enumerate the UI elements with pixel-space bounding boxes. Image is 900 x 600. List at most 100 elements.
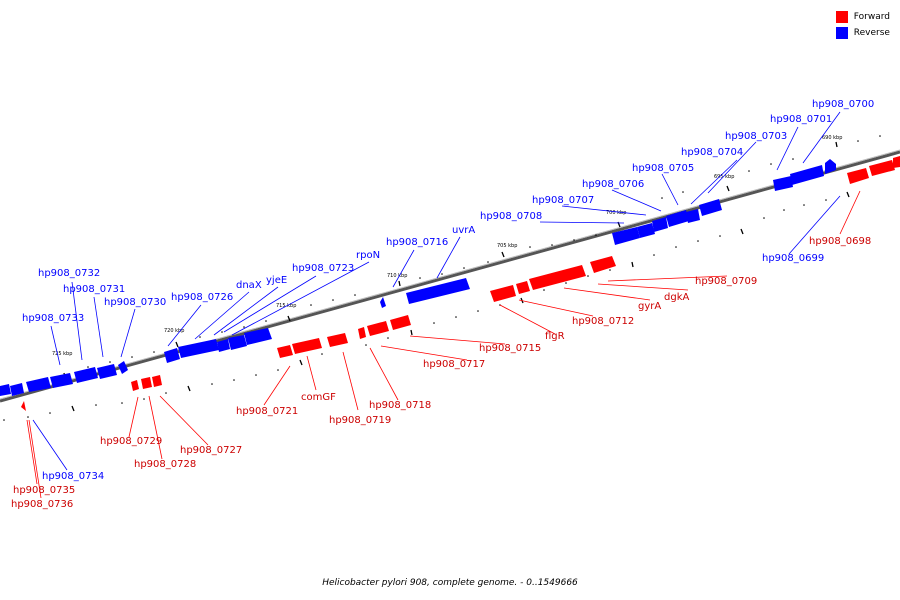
- legend-reverse[interactable]: Reverse: [835, 25, 890, 41]
- forward-leader-lines: [26, 190, 861, 499]
- gene-feature-forward[interactable]: [847, 168, 869, 184]
- gene-feature-forward[interactable]: [152, 375, 162, 387]
- gene-label-forward[interactable]: hp908_0712: [572, 316, 634, 327]
- gene-label-reverse[interactable]: hp908_0732: [38, 268, 100, 279]
- reverse-features: [0, 159, 836, 396]
- gene-label-reverse[interactable]: hp908_0704: [681, 147, 743, 158]
- gene-label-reverse[interactable]: hp908_0731: [63, 284, 125, 295]
- genome-axis-highlight: [0, 149, 900, 400]
- gene-feature-forward[interactable]: [490, 285, 516, 302]
- gene-feature-reverse[interactable]: [790, 165, 824, 185]
- legend-forward[interactable]: Forward: [835, 9, 890, 25]
- gene-feature-forward[interactable]: [516, 281, 530, 294]
- gene-label-forward[interactable]: hp908_0735: [13, 485, 75, 496]
- gene-feature-forward[interactable]: [327, 333, 348, 347]
- gene-label-reverse[interactable]: hp908_0705: [632, 163, 694, 174]
- gene-label-reverse[interactable]: hp908_0703: [725, 131, 787, 142]
- gene-label-forward[interactable]: hp908_0719: [329, 415, 391, 426]
- major-tick: [410, 329, 413, 336]
- gene-feature-reverse[interactable]: [50, 373, 73, 388]
- gene-label-reverse[interactable]: hp908_0699: [762, 253, 824, 264]
- gene-label-forward[interactable]: hp908_0717: [423, 359, 485, 370]
- gene-feature-forward[interactable]: [141, 377, 152, 389]
- gene-label-reverse[interactable]: uvrA: [452, 225, 475, 236]
- gene-feature-forward[interactable]: [292, 338, 322, 354]
- gene-label-forward[interactable]: hp908_0715: [479, 343, 541, 354]
- gene-feature-forward[interactable]: [277, 345, 293, 358]
- gene-feature-reverse[interactable]: [118, 361, 128, 374]
- minor-ticks: [3, 135, 881, 421]
- gene-label-reverse[interactable]: dnaX: [236, 280, 262, 291]
- gene-label-reverse[interactable]: hp908_0734: [42, 471, 104, 482]
- genome-axis-line: [0, 150, 900, 403]
- major-tick: [501, 251, 505, 258]
- forward-features: [21, 156, 900, 411]
- major-tick: [846, 191, 850, 198]
- gene-label-reverse[interactable]: hp908_0708: [480, 211, 542, 222]
- gene-feature-reverse[interactable]: [773, 176, 793, 191]
- gene-label-reverse[interactable]: hp908_0707: [532, 195, 594, 206]
- gene-feature-forward[interactable]: [529, 265, 586, 290]
- gene-feature-forward[interactable]: [21, 401, 26, 411]
- legend-reverse-label: Reverse: [853, 28, 890, 38]
- gene-label-reverse[interactable]: hp908_0716: [386, 237, 448, 248]
- gene-label-reverse[interactable]: hp908_0701: [770, 114, 832, 125]
- scale-label: 700 kbp: [606, 210, 626, 216]
- gene-feature-reverse[interactable]: [406, 278, 470, 304]
- gene-feature-reverse[interactable]: [380, 297, 386, 308]
- gene-label-reverse[interactable]: rpoN: [356, 250, 380, 261]
- gene-feature-reverse[interactable]: [612, 227, 640, 245]
- gene-label-forward[interactable]: hp908_0718: [369, 400, 431, 411]
- gene-label-reverse[interactable]: hp908_0730: [104, 297, 166, 308]
- gene-feature-reverse[interactable]: [10, 383, 24, 396]
- gene-feature-forward[interactable]: [358, 327, 366, 339]
- scale-label: 710 kbp: [387, 273, 407, 279]
- gene-label-reverse[interactable]: hp908_0706: [582, 179, 644, 190]
- gene-label-forward[interactable]: hp908_0698: [809, 236, 871, 247]
- gene-feature-reverse[interactable]: [699, 199, 722, 216]
- gene-feature-reverse[interactable]: [164, 348, 180, 363]
- gene-feature-reverse[interactable]: [637, 223, 655, 238]
- major-tick: [187, 385, 191, 392]
- legend: Forward Reverse: [835, 9, 890, 41]
- major-tick: [71, 405, 75, 412]
- gene-feature-reverse[interactable]: [244, 328, 272, 345]
- gene-feature-reverse[interactable]: [0, 384, 11, 396]
- gene-label-forward[interactable]: hp908_0721: [236, 406, 298, 417]
- gene-label-forward[interactable]: comGF: [301, 392, 336, 403]
- gene-feature-reverse[interactable]: [74, 367, 98, 383]
- gene-feature-reverse[interactable]: [825, 159, 836, 174]
- gene-label-forward[interactable]: flgR: [545, 331, 565, 342]
- gene-label-reverse[interactable]: hp908_0726: [171, 292, 233, 303]
- gene-label-reverse[interactable]: hp908_0733: [22, 313, 84, 324]
- gene-feature-reverse[interactable]: [178, 339, 219, 358]
- gene-feature-reverse[interactable]: [97, 364, 117, 379]
- gene-feature-reverse[interactable]: [228, 335, 247, 350]
- gene-feature-reverse[interactable]: [686, 209, 700, 223]
- genome-caption: Helicobacter pylori 908, complete genome…: [322, 578, 578, 588]
- gene-label-forward[interactable]: hp908_0727: [180, 445, 242, 456]
- gene-label-reverse[interactable]: hp908_0723: [292, 263, 354, 274]
- gene-feature-reverse[interactable]: [26, 377, 51, 392]
- gene-label-reverse[interactable]: hp908_0700: [812, 99, 874, 110]
- gene-feature-reverse[interactable]: [652, 217, 668, 232]
- gene-label-forward[interactable]: dgkA: [664, 292, 689, 303]
- gene-feature-forward[interactable]: [869, 160, 895, 176]
- gene-feature-forward[interactable]: [131, 380, 139, 391]
- gene-feature-forward[interactable]: [367, 321, 389, 336]
- gene-feature-forward[interactable]: [390, 315, 411, 330]
- gene-feature-forward[interactable]: [590, 256, 616, 273]
- major-tick: [631, 261, 634, 268]
- gene-feature-forward[interactable]: [893, 156, 900, 168]
- gene-feature-reverse[interactable]: [217, 339, 230, 352]
- gene-label-forward[interactable]: hp908_0736: [11, 499, 73, 510]
- major-tick: [299, 359, 303, 366]
- gene-label-reverse[interactable]: yjeE: [266, 275, 287, 286]
- gene-label-forward[interactable]: hp908_0728: [134, 459, 196, 470]
- gene-label-forward[interactable]: hp908_0709: [695, 276, 757, 287]
- gene-label-forward[interactable]: gyrA: [638, 301, 661, 312]
- gene-feature-reverse[interactable]: [666, 210, 689, 227]
- major-tick: [175, 341, 179, 348]
- gene-label-forward[interactable]: hp908_0729: [100, 436, 162, 447]
